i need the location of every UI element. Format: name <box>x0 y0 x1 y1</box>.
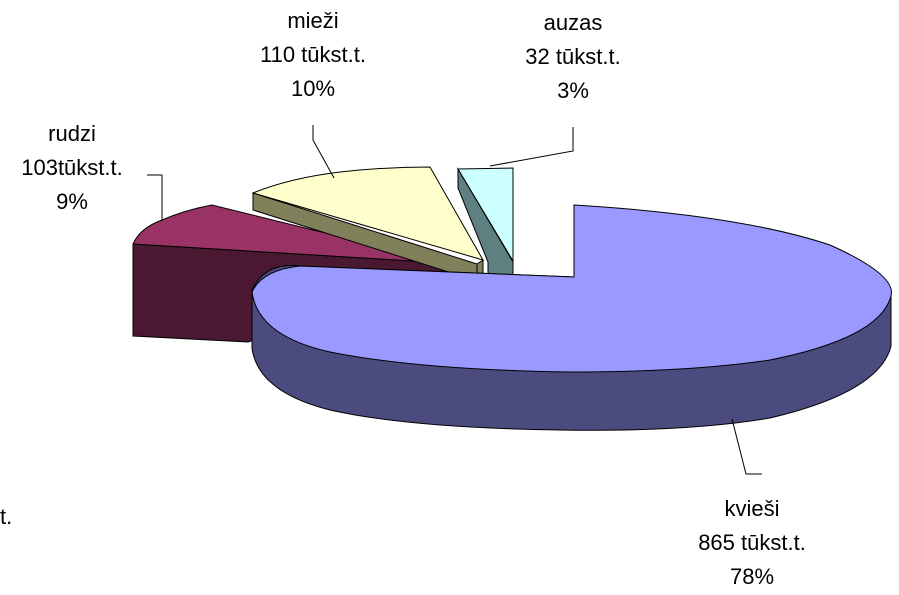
slice-value-mieži: 110 tūkst.t. <box>260 42 366 67</box>
slice-value-kvieši: 865 tūkst.t. <box>698 530 806 555</box>
slice-percent-mieži: 10% <box>290 76 336 101</box>
data-label-kvieši: kvieši 865 tūkst.t. 78% <box>686 492 818 594</box>
leader-line-kvieši <box>731 418 762 475</box>
slice-name-mieži: mieži <box>287 8 339 33</box>
slice-name-auzas: auzas <box>543 10 603 35</box>
leader-line-mieži <box>312 125 335 179</box>
slice-top-kvieši <box>251 204 892 373</box>
slice-top-auzas <box>457 167 514 263</box>
slice-percent-auzas: 3% <box>557 78 589 103</box>
data-label-auzas: auzas 32 tūkst.t. 3% <box>508 6 638 108</box>
pie-slice-kvieši <box>251 204 892 431</box>
slice-value-auzas: 32 tūkst.t. <box>525 44 621 69</box>
slice-name-kvieši: kvieši <box>724 496 780 521</box>
data-label-rudzi: rudzi 103tūkst.t. 9% <box>8 117 136 219</box>
leader-line-auzas <box>489 127 574 167</box>
slice-top-mieži <box>251 166 485 261</box>
leader-line-rudzi <box>147 174 163 221</box>
clipped-label-fragment: t. <box>0 504 13 529</box>
slice-percent-rudzi: 9% <box>56 189 88 214</box>
slice-percent-kvieši: 78% <box>729 564 775 589</box>
pie-slice-auzas <box>457 167 514 282</box>
data-label-mieži: mieži 110 tūkst.t. 10% <box>248 4 378 106</box>
slice-name-rudzi: rudzi <box>48 121 96 146</box>
slice-value-rudzi: 103tūkst.t. <box>21 155 123 180</box>
